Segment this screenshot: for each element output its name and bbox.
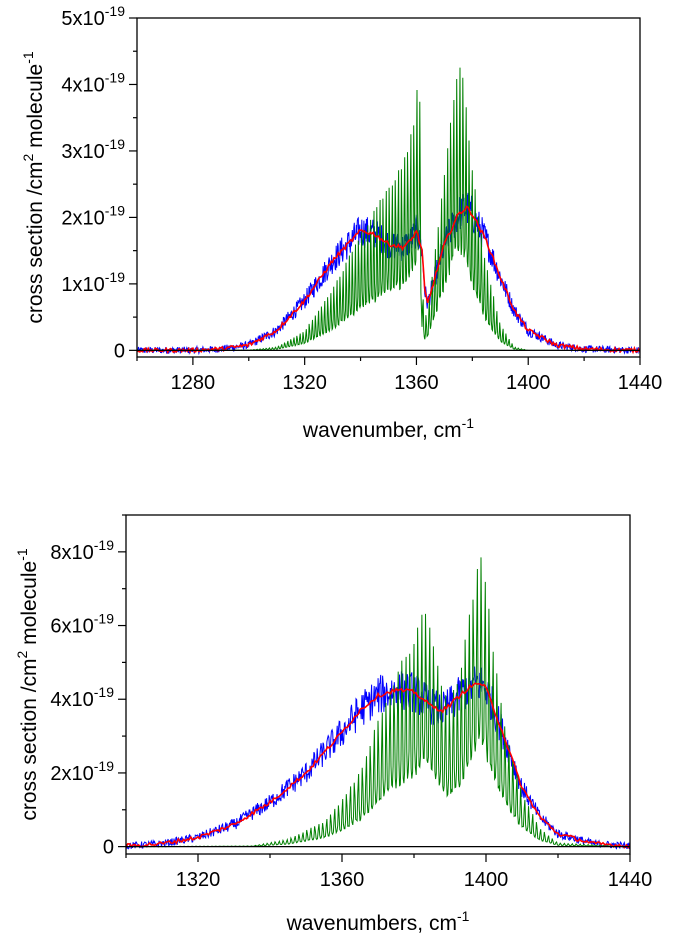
y-tick-mantissa: 5x10	[61, 8, 104, 30]
red-series-line	[126, 682, 630, 849]
y-tick-exponent: -19	[105, 136, 125, 152]
x-axis-title-text: wavenumber, cm	[302, 419, 462, 442]
y-axis-title-sup: 2	[14, 650, 30, 658]
y-axis-title-sup: 2	[20, 153, 36, 161]
y-tick-label: 3x10-19	[61, 136, 125, 163]
y-tick-mantissa: 4x10	[61, 74, 104, 96]
y-axis-title-text: molecule	[18, 561, 41, 651]
x-tick-label: 1360	[320, 869, 365, 891]
x-tick-label: 1320	[176, 869, 221, 891]
y-axis-title-text: cross section /cm	[24, 161, 47, 323]
y-tick-label: 2x10-19	[50, 758, 114, 785]
x-tick-label: 1360	[394, 372, 439, 394]
y-tick-exponent: -19	[105, 269, 125, 285]
y-tick-label: 1x10-19	[61, 269, 125, 296]
chart-panel-1: 1280 1320 1360 1400 144001x10-192x10-193x10-…	[20, 3, 662, 442]
y-tick-mantissa: 4x10	[50, 689, 93, 711]
y-tick-mantissa: 3x10	[61, 141, 104, 163]
y-axis-title-sup: -1	[20, 51, 36, 64]
x-tick-label: 1440	[608, 869, 653, 891]
x-tick-label: 1400	[506, 372, 551, 394]
y-axis-title: cross section /cm2 molecule-1	[20, 51, 47, 324]
x-tick-label: 1320	[282, 372, 327, 394]
y-axis-title-sup: -1	[14, 548, 30, 561]
x-axis-title: wavenumber, cm-1	[302, 415, 474, 442]
y-tick-mantissa: 6x10	[50, 616, 93, 638]
x-tick-label: 1280	[171, 372, 216, 394]
y-tick-label: 4x10-19	[50, 684, 114, 711]
chart-panel-2: 1320 1360 1400 144002x10-194x10-196x10-198x…	[14, 514, 653, 935]
y-tick-mantissa: 2x10	[61, 207, 104, 229]
y-tick-label: 0	[103, 837, 114, 859]
y-tick-exponent: -19	[94, 537, 114, 553]
y-tick-exponent: -19	[105, 3, 125, 19]
y-tick-label: 2x10-19	[61, 202, 125, 229]
y-axis-title-text: molecule	[24, 64, 47, 154]
y-tick-label: 0	[114, 340, 125, 362]
x-axis-title: wavenumbers, cm-1	[286, 908, 470, 935]
green-series-line	[137, 67, 640, 351]
y-tick-mantissa: 8x10	[50, 542, 93, 564]
y-axis-title-text: cross section /cm	[18, 658, 41, 820]
y-tick-mantissa: 0	[103, 837, 114, 859]
y-tick-label: 5x10-19	[61, 3, 125, 30]
y-tick-exponent: -19	[94, 611, 114, 627]
plot-frame	[125, 514, 631, 855]
x-axis-title-sup: -1	[462, 415, 475, 431]
y-tick-exponent: -19	[94, 758, 114, 774]
red-series-line	[137, 205, 640, 355]
y-tick-exponent: -19	[94, 684, 114, 700]
y-axis-title: cross section /cm2 molecule-1	[14, 548, 41, 821]
y-tick-exponent: -19	[105, 202, 125, 218]
y-tick-label: 6x10-19	[50, 611, 114, 638]
x-tick-label: 1440	[618, 372, 663, 394]
y-tick-label: 4x10-19	[61, 69, 125, 96]
plot-frame	[136, 17, 641, 358]
x-axis-title-sup: -1	[457, 908, 470, 924]
y-tick-label: 8x10-19	[50, 537, 114, 564]
x-axis-title-text: wavenumbers, cm	[286, 912, 457, 935]
y-tick-exponent: -19	[105, 69, 125, 85]
x-tick-label: 1400	[464, 869, 509, 891]
y-tick-mantissa: 0	[114, 340, 125, 362]
y-tick-mantissa: 1x10	[61, 274, 104, 296]
y-tick-mantissa: 2x10	[50, 763, 93, 785]
